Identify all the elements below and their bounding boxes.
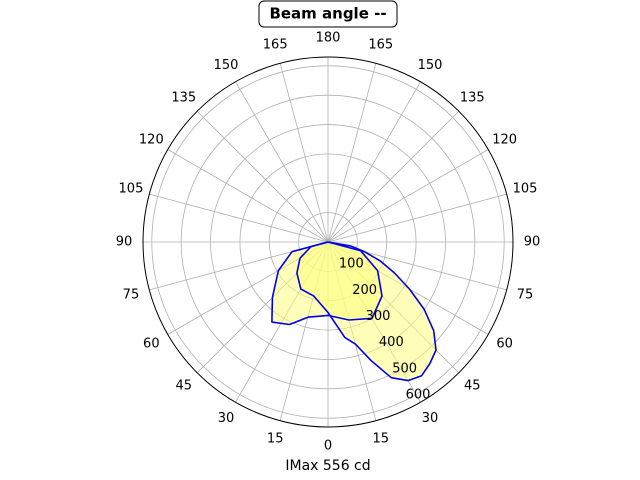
grid-spoke [235,81,329,243]
grid-spoke [149,193,329,243]
angle-label: 45 [175,379,192,394]
angle-label: 150 [418,58,443,73]
angle-label: 105 [119,182,144,197]
radial-tick-label: 200 [352,283,377,298]
angle-label: 75 [517,287,534,302]
title-box [258,0,398,28]
angle-label: 0 [324,439,332,454]
angle-label: 30 [422,411,439,426]
angle-label: 120 [139,133,164,148]
angle-label: 165 [368,37,393,52]
angle-label: 90 [116,235,133,250]
grid-spoke [327,193,507,243]
grid-spoke [196,110,329,243]
angle-label: 30 [218,411,235,426]
grid-spoke [327,110,460,243]
angle-label: 15 [267,432,284,447]
angle-label: 120 [492,133,517,148]
angle-label: 165 [263,37,288,52]
angle-label: 105 [513,182,538,197]
intensity-curve [271,241,383,326]
angle-label: 135 [171,90,196,105]
angle-label: 90 [524,235,541,250]
angle-label: 15 [373,432,390,447]
radial-tick-label: 300 [366,309,391,324]
chart-title: Beam angle -- [269,5,386,23]
grid-spoke [327,63,377,243]
angle-label: 45 [464,379,481,394]
grid-spoke [327,149,489,243]
polar-frame [142,56,514,428]
radial-tick-label: 400 [379,335,404,350]
grid-spoke [327,81,421,243]
radial-tick-label: 500 [392,361,417,376]
grid-spoke [279,63,329,243]
angle-label: 150 [214,58,239,73]
curve-fill [296,242,436,381]
grid-spoke [167,149,329,243]
intensity-curve [296,241,437,382]
angle-label: 180 [316,31,341,46]
angle-label: 60 [496,337,513,352]
angle-label: 75 [123,287,140,302]
angle-label: 135 [460,90,485,105]
radial-tick-label: 100 [339,257,364,272]
x-axis-label: IMax 556 cd [285,458,370,474]
radial-tick-label: 600 [406,387,431,402]
angle-label: 60 [143,337,160,352]
